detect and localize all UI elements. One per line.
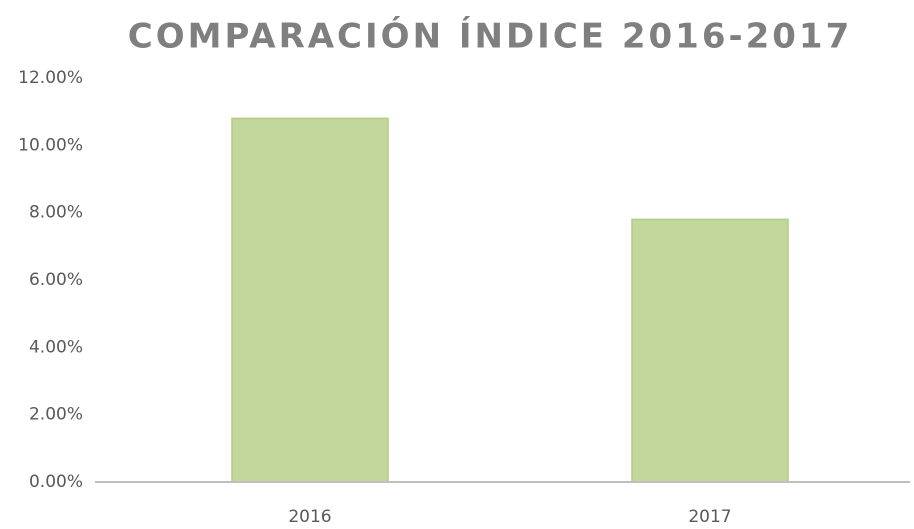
y-tick-label: 10.00% xyxy=(18,135,83,155)
x-tick-label: 2016 xyxy=(288,507,331,527)
x-tick-label: 2017 xyxy=(688,507,731,527)
bar xyxy=(631,218,789,483)
y-tick-label: 0.00% xyxy=(29,472,83,492)
y-tick-label: 12.00% xyxy=(18,68,83,88)
y-tick-label: 6.00% xyxy=(29,270,83,290)
y-tick-label: 2.00% xyxy=(29,405,83,425)
y-tick-label: 8.00% xyxy=(29,203,83,223)
chart-title: COMPARACIÓN ÍNDICE 2016-2017 xyxy=(128,16,852,57)
bar xyxy=(231,117,389,483)
y-tick-label: 4.00% xyxy=(29,337,83,357)
